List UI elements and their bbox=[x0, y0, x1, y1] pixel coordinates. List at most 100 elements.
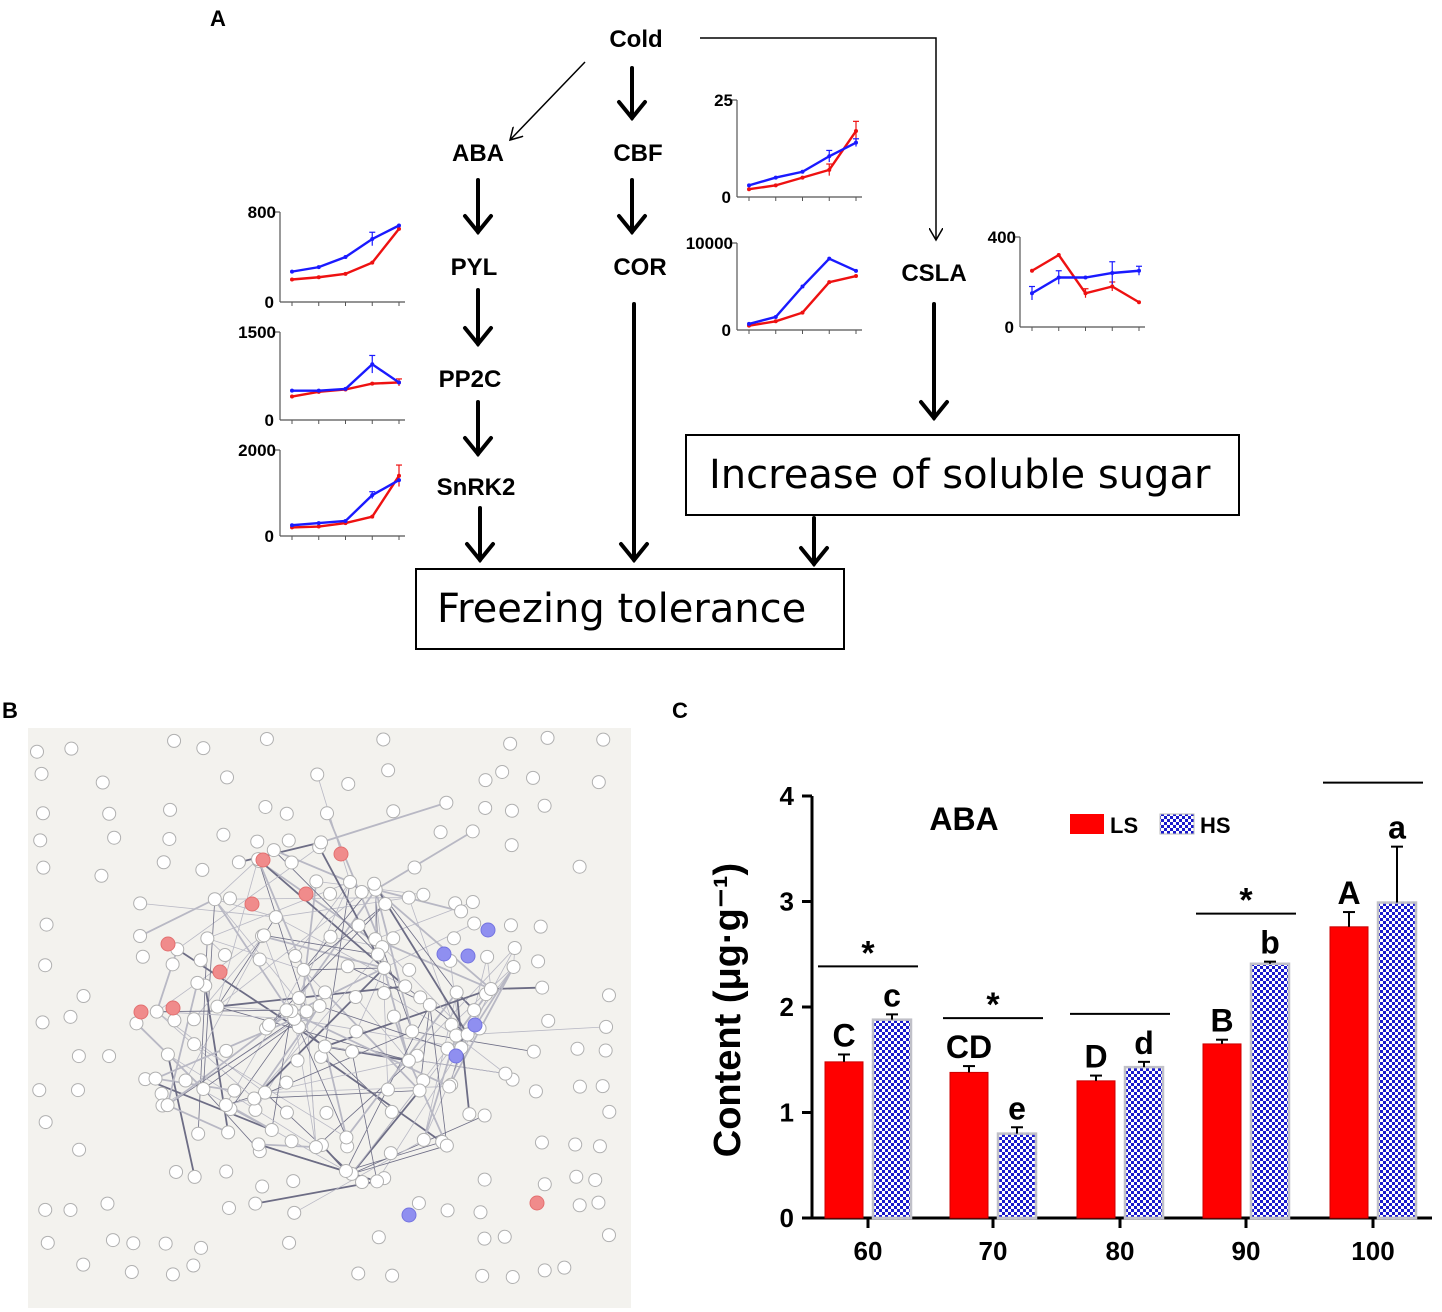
network-node-highlight-red bbox=[333, 846, 349, 862]
network-node bbox=[63, 1202, 78, 1217]
network-node bbox=[319, 1105, 334, 1120]
y-tick-label: 0 bbox=[780, 1203, 794, 1233]
network-node bbox=[386, 1009, 401, 1024]
network-edge bbox=[375, 830, 474, 891]
network-node bbox=[339, 1130, 354, 1145]
network-edge bbox=[217, 883, 375, 1007]
network-node bbox=[32, 1083, 47, 1098]
network-edge bbox=[351, 1048, 448, 1175]
significance-letter: e bbox=[1008, 1090, 1026, 1126]
network-node bbox=[378, 896, 393, 911]
network-node bbox=[308, 1140, 323, 1155]
legend-swatch-ls bbox=[1070, 814, 1104, 834]
node-csla: CSLA bbox=[901, 260, 967, 287]
network-node bbox=[355, 1175, 370, 1190]
legend-label-hs: HS bbox=[1200, 813, 1231, 838]
network-node bbox=[480, 949, 495, 964]
network-node bbox=[483, 982, 498, 997]
bar-ls bbox=[1076, 1080, 1116, 1219]
network-node bbox=[478, 800, 493, 815]
network-node bbox=[449, 985, 464, 1000]
network-node bbox=[402, 962, 417, 977]
network-node bbox=[465, 895, 480, 910]
network-node-highlight-red bbox=[244, 896, 260, 912]
network-node bbox=[371, 1230, 386, 1245]
bar-ls bbox=[1202, 1043, 1242, 1219]
significance-letter: C bbox=[832, 1017, 855, 1053]
network-node bbox=[194, 1240, 209, 1255]
network-node bbox=[440, 1203, 455, 1218]
network-node-highlight-blue bbox=[448, 1048, 464, 1064]
x-tick-label: 60 bbox=[854, 1236, 883, 1266]
network-node bbox=[442, 1079, 457, 1094]
network-edge bbox=[294, 1018, 393, 1113]
network-node bbox=[296, 962, 311, 977]
network-node bbox=[380, 1082, 395, 1097]
node-pyl: PYL bbox=[450, 254, 498, 281]
network-node bbox=[217, 948, 232, 963]
network-edge bbox=[197, 938, 208, 1134]
panel-label-a: A bbox=[210, 6, 226, 31]
network-edge bbox=[355, 996, 410, 1061]
network-node bbox=[478, 773, 493, 788]
network-node bbox=[467, 1003, 482, 1018]
network-node bbox=[504, 803, 519, 818]
network-node bbox=[422, 997, 437, 1012]
network-edge bbox=[144, 1078, 273, 1131]
network-node bbox=[386, 931, 401, 946]
network-node bbox=[591, 775, 606, 790]
network-node bbox=[507, 941, 522, 956]
significance-star: * bbox=[861, 934, 875, 972]
network-node bbox=[439, 795, 454, 810]
network-node bbox=[405, 1024, 420, 1039]
network-node bbox=[76, 1257, 91, 1272]
network-node bbox=[338, 1163, 353, 1178]
significance-star: * bbox=[1239, 882, 1253, 920]
arrow-sugar-freezing bbox=[799, 516, 829, 568]
network-edge bbox=[294, 881, 351, 957]
network-edge bbox=[324, 1046, 348, 1138]
network-node bbox=[222, 891, 237, 906]
network-node-highlight-blue bbox=[436, 946, 452, 962]
network-node bbox=[76, 989, 91, 1004]
significance-letter: a bbox=[1388, 810, 1406, 846]
network-node bbox=[186, 1258, 201, 1273]
network-node bbox=[323, 929, 338, 944]
network-node bbox=[38, 1202, 53, 1217]
network-node bbox=[340, 959, 355, 974]
network-edge bbox=[351, 1145, 447, 1175]
network-node bbox=[309, 874, 324, 889]
network-node bbox=[279, 806, 294, 821]
network-edge bbox=[257, 858, 321, 1007]
y-tick-label: 3 bbox=[780, 887, 794, 917]
network-node bbox=[591, 1195, 606, 1210]
network-edge bbox=[324, 881, 351, 1047]
network-node bbox=[38, 1115, 53, 1130]
y-tick-label: 1 bbox=[780, 1098, 794, 1128]
network-node bbox=[102, 1049, 117, 1064]
network-node bbox=[503, 918, 518, 933]
bar-hs bbox=[996, 1132, 1038, 1220]
arrow-cor-freezing bbox=[619, 302, 649, 564]
network-node bbox=[467, 916, 482, 931]
network-edge bbox=[261, 935, 385, 969]
network-node bbox=[70, 1083, 85, 1098]
network-edge bbox=[408, 947, 516, 1061]
network-node bbox=[216, 827, 231, 842]
network-node bbox=[385, 1268, 400, 1283]
network-node bbox=[570, 1041, 585, 1056]
network-edge bbox=[263, 934, 378, 955]
network-node bbox=[465, 824, 480, 839]
network-node bbox=[460, 1027, 475, 1042]
network-node bbox=[30, 744, 45, 759]
network-node bbox=[349, 1024, 364, 1039]
network-node bbox=[256, 928, 271, 943]
network-node bbox=[533, 919, 548, 934]
network-node bbox=[370, 947, 385, 962]
network-node bbox=[105, 1233, 120, 1248]
network-node bbox=[407, 860, 422, 875]
network-node bbox=[94, 868, 109, 883]
network-node bbox=[279, 1003, 294, 1018]
pathway-arrows bbox=[463, 37, 949, 568]
network-node bbox=[557, 1260, 572, 1275]
